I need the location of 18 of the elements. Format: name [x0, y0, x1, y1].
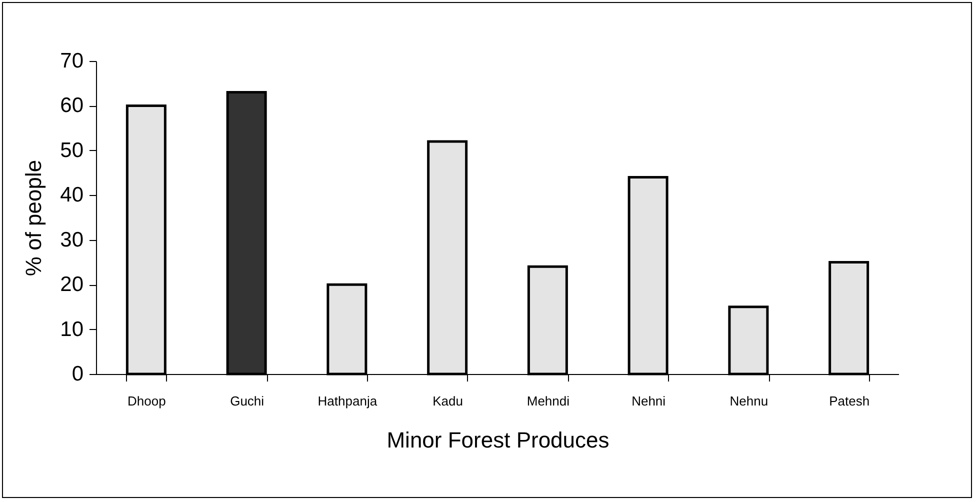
y-tick-label: 30	[60, 228, 84, 252]
y-tick-label: 50	[60, 138, 84, 162]
y-tick-label: 40	[60, 184, 84, 207]
y-tick-label: 70	[60, 50, 84, 72]
x-tick-label: Kadu	[432, 394, 463, 408]
x-tick-label: Nehni	[632, 394, 666, 408]
x-tick-label: Guchi	[230, 394, 264, 408]
y-tick-label: 20	[60, 273, 84, 296]
x-tick-label: Mehndi	[526, 394, 570, 408]
x-axis-title: Minor Forest Produces	[386, 428, 610, 452]
x-tick-label: Patesh	[829, 394, 870, 408]
x-tick-label: Dhoop	[128, 394, 166, 408]
y-axis-title: % of people	[21, 160, 46, 276]
x-tick-label: Nehnu	[730, 394, 768, 408]
y-tick-label: 60	[60, 94, 84, 118]
x-tick-label: Hathpanja	[318, 394, 378, 408]
y-tick-label: 10	[60, 318, 84, 341]
y-tick-label: 0	[72, 362, 84, 386]
